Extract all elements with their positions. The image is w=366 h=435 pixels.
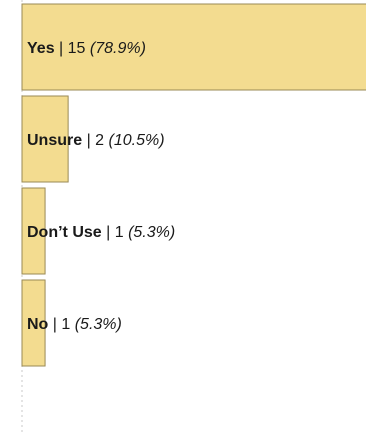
category-label: No	[27, 316, 49, 333]
category-label: Don’t Use	[27, 224, 102, 241]
value-label: | 1	[102, 224, 128, 241]
data-label-yes: Yes | 15 (78.9%)	[27, 40, 146, 57]
data-label-don-t-use: Don’t Use | 1 (5.3%)	[27, 224, 175, 241]
category-label: Unsure	[27, 132, 82, 149]
data-label-unsure: Unsure | 2 (10.5%)	[27, 132, 165, 149]
percent-label: (5.3%)	[128, 224, 175, 241]
labels-group: Yes | 15 (78.9%) Unsure | 2 (10.5%) Don’t …	[27, 40, 175, 333]
bars-group	[21, 3, 366, 367]
percent-label: (5.3%)	[75, 316, 122, 333]
bar-no	[21, 279, 46, 367]
bar-unsure	[21, 95, 69, 183]
bar-yes	[21, 3, 366, 91]
value-label: | 2	[82, 132, 108, 149]
value-label: | 1	[48, 316, 74, 333]
percent-label: (78.9%)	[90, 40, 146, 57]
data-label-no: No | 1 (5.3%)	[27, 316, 122, 333]
bar-don-t-use	[21, 187, 46, 275]
category-label: Yes	[27, 40, 55, 57]
percent-label: (10.5%)	[109, 132, 165, 149]
value-label: | 15	[55, 40, 90, 57]
